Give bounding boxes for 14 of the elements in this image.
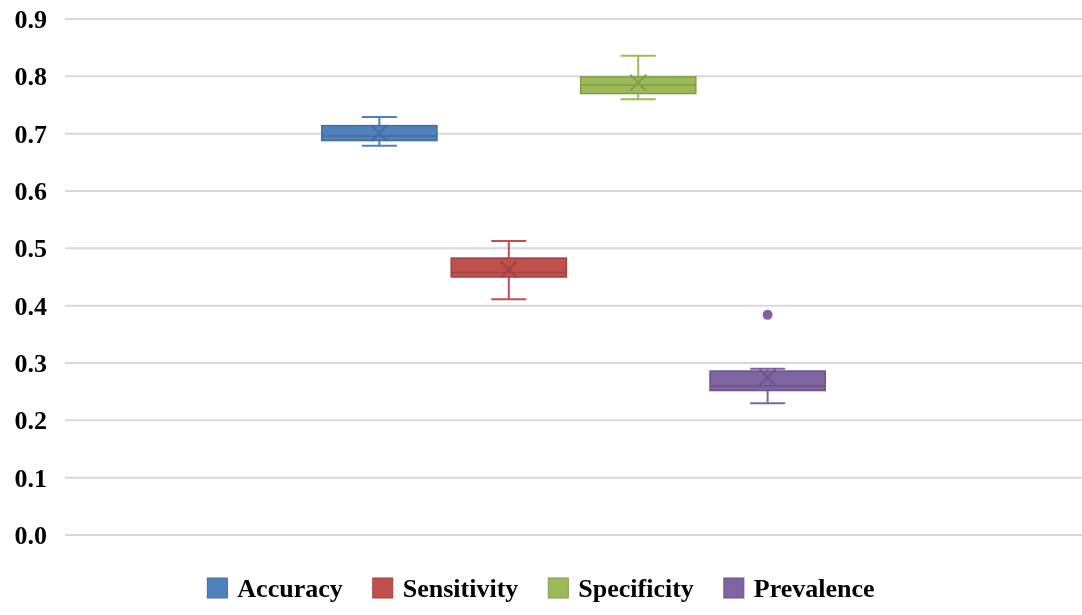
y-tick-label: 0.8: [14, 62, 47, 92]
legend-label: Accuracy: [237, 574, 343, 603]
y-tick-label: 0.9: [14, 5, 47, 35]
legend-label: Specificity: [578, 574, 694, 603]
legend-label: Prevalence: [753, 574, 875, 603]
y-tick-label: 0.4: [14, 291, 47, 321]
y-tick-label: 0.5: [14, 234, 47, 264]
y-tick-label: 0.3: [14, 349, 47, 379]
legend-label: Sensitivity: [402, 574, 519, 603]
y-tick-label: 0.7: [14, 119, 47, 149]
y-tick-label: 0.1: [14, 463, 47, 493]
y-tick-label: 0.2: [14, 406, 47, 436]
y-tick-label: 0.6: [14, 177, 47, 207]
y-tick-label: 0.0: [14, 521, 47, 551]
